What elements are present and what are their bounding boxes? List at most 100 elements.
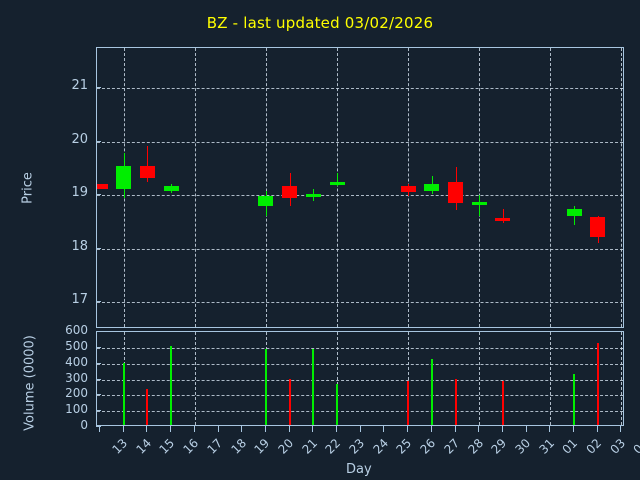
volume-panel [96, 331, 624, 426]
candle-body [305, 194, 321, 198]
day-tick-label: 26 [417, 436, 439, 457]
day-gridline [194, 332, 196, 425]
candle-body [566, 208, 582, 216]
volume-gridline [97, 379, 623, 381]
candle-body [97, 184, 108, 189]
day-gridline [550, 48, 552, 327]
day-tick-label: 23 [346, 436, 368, 457]
candle-body [590, 216, 606, 237]
day-tick-label: 03 [607, 436, 628, 457]
price-gridline [97, 141, 623, 143]
day-tick-mark [359, 426, 361, 432]
price-gridline [97, 248, 623, 250]
volume-tick-mark [96, 346, 101, 348]
price-tick-mark [96, 247, 101, 249]
candle-wick [337, 172, 338, 186]
price-gridline [97, 302, 623, 304]
day-tick-mark [241, 426, 243, 432]
day-tick-label: 21 [299, 436, 320, 457]
day-tick-label: 29 [488, 436, 510, 457]
day-tick-label: 20 [275, 436, 297, 457]
price-tick-label: 18 [71, 238, 88, 254]
volume-gridline [97, 363, 623, 365]
volume-tick-mark [96, 362, 101, 364]
day-tick-mark [383, 426, 385, 432]
candle-body [471, 201, 487, 205]
day-gridline [479, 48, 481, 327]
day-tick-mark [170, 426, 172, 432]
volume-bar [170, 345, 173, 425]
day-tick-label: 22 [322, 436, 344, 457]
day-tick-label: 24 [370, 436, 391, 457]
volume-tick-mark [96, 394, 101, 396]
volume-gridline [97, 347, 623, 349]
volume-tick-mark [96, 331, 101, 332]
candle-body [282, 185, 298, 198]
day-tick-mark [478, 426, 480, 432]
volume-bar [122, 363, 125, 425]
day-tick-mark [549, 426, 551, 432]
volume-tick-label: 600 [65, 323, 88, 337]
day-tick-label: 17 [204, 436, 225, 457]
volume-bar [146, 388, 149, 425]
day-gridline [194, 48, 196, 327]
day-tick-mark [525, 426, 527, 432]
day-tick-mark [312, 426, 314, 432]
volume-tick-label: 0 [80, 418, 88, 432]
day-gridline [550, 332, 552, 425]
day-tick-label: 25 [393, 436, 415, 457]
day-tick-mark [501, 426, 503, 432]
candle-body [424, 184, 440, 191]
candle-body [495, 217, 511, 221]
volume-bar [430, 358, 433, 425]
day-tick-label: 14 [133, 436, 154, 457]
chart-title: BZ - last updated 03/02/2026 [206, 14, 434, 32]
volume-bar [501, 380, 504, 425]
day-tick-label: 19 [251, 436, 273, 457]
candle-body [163, 185, 179, 191]
candle-body [258, 196, 274, 206]
day-tick-label: 15 [156, 436, 178, 457]
volume-tick-label: 400 [65, 354, 88, 369]
day-tick-label: 31 [536, 436, 557, 457]
day-tick-mark [573, 426, 574, 432]
candle-body [329, 182, 345, 186]
candle-body [448, 182, 463, 204]
price-tick-mark [96, 140, 101, 142]
price-tick-mark [96, 194, 101, 196]
volume-tick-mark [96, 410, 101, 412]
price-tick-label: 19 [71, 185, 88, 201]
day-tick-label: 30 [512, 436, 534, 457]
volume-tick-label: 300 [65, 370, 88, 385]
day-gridline [621, 48, 623, 327]
price-tick-label: 21 [71, 78, 88, 94]
day-tick-mark [217, 426, 219, 432]
day-tick-mark [620, 426, 622, 432]
candle-wick [147, 145, 149, 182]
volume-gridline [97, 395, 623, 397]
volume-bar [596, 342, 599, 425]
day-tick-label: 02 [583, 436, 605, 457]
volume-tick-mark [96, 426, 101, 427]
day-tick-label: 18 [227, 436, 249, 457]
volume-bar [288, 379, 291, 425]
day-tick-mark [99, 426, 100, 432]
price-tick-mark [96, 301, 101, 303]
price-panel [96, 47, 624, 328]
day-tick-mark [288, 426, 290, 432]
day-tick-mark [336, 426, 337, 432]
x-axis-label: Day [346, 462, 372, 477]
day-tick-mark [146, 426, 148, 432]
volume-bar [573, 374, 575, 425]
candle-wick [502, 208, 504, 223]
day-tick-label: 04 [630, 436, 640, 457]
day-tick-mark [454, 426, 456, 432]
day-tick-mark [430, 426, 432, 432]
price-gridline [97, 195, 623, 197]
day-gridline [621, 332, 623, 425]
candle-wick [479, 195, 481, 216]
volume-gridline [97, 411, 623, 413]
day-tick-mark [264, 426, 266, 432]
volume-tick-label: 500 [65, 338, 88, 353]
